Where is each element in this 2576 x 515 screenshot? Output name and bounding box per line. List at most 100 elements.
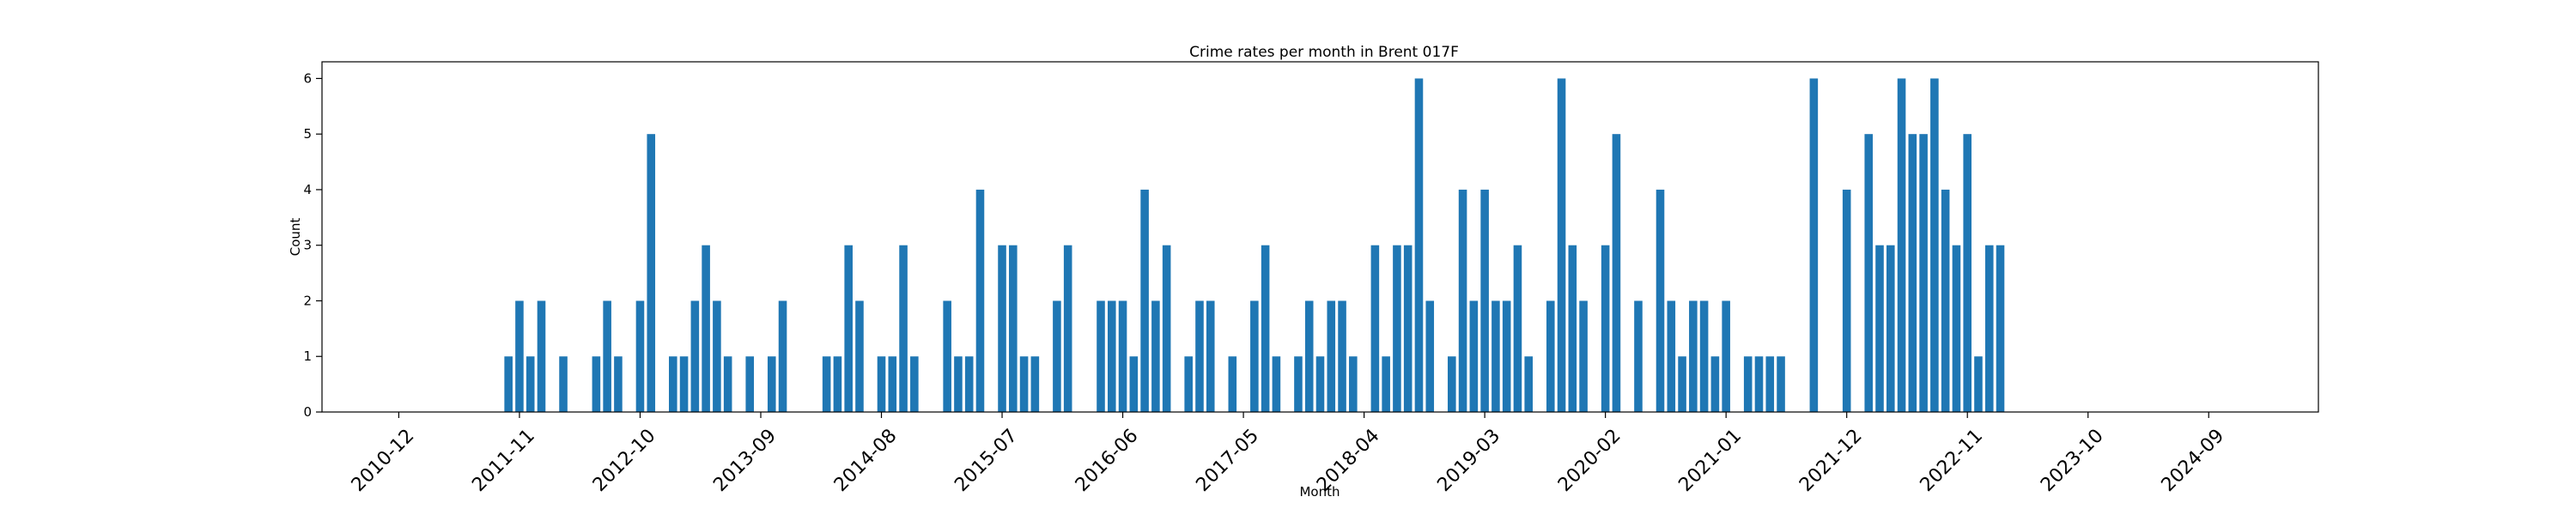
bar: [1184, 356, 1193, 412]
bar: [1327, 300, 1336, 412]
y-tick-label: 1: [303, 348, 312, 364]
x-tick-label: 2019-03: [1433, 425, 1504, 496]
x-tick-label: 2013-09: [709, 425, 781, 496]
bar: [1469, 300, 1479, 412]
bar: [1118, 300, 1127, 412]
bars-group: [504, 78, 2005, 413]
bar: [1656, 189, 1665, 412]
bar: [1743, 356, 1753, 412]
bar: [1250, 300, 1259, 412]
bar: [1722, 300, 1730, 412]
bar: [1754, 356, 1764, 412]
bar: [1941, 189, 1950, 412]
bar: [745, 356, 754, 412]
bar: [1984, 245, 1994, 412]
y-tick-label: 5: [303, 126, 312, 142]
bar: [1009, 245, 1018, 412]
bar: [1875, 245, 1884, 412]
x-tick-label: 2021-01: [1674, 425, 1746, 496]
plot-frame: [321, 61, 2319, 413]
x-tick-label: 2010-12: [348, 425, 419, 496]
bar: [1809, 78, 1819, 413]
bar: [1777, 356, 1785, 412]
bar: [713, 300, 721, 412]
bar: [954, 356, 963, 412]
bar: [1546, 300, 1555, 412]
bar: [877, 356, 886, 412]
bar: [767, 356, 776, 412]
x-axis: 2010-12 2011-11 2012-10 2013-09 2014-08 2015-…: [348, 412, 2229, 496]
bar: [844, 245, 853, 412]
bar: [1097, 300, 1105, 412]
bar: [964, 356, 974, 412]
bar: [1601, 245, 1610, 412]
x-tick-label: 2017-05: [1192, 425, 1263, 496]
bar: [702, 245, 710, 412]
bar: [1206, 300, 1215, 412]
bar: [1030, 356, 1040, 412]
bar: [1996, 245, 2005, 412]
bar: [647, 134, 656, 412]
bar: [1492, 300, 1500, 412]
bar: [1579, 300, 1588, 412]
bar: [1382, 356, 1390, 412]
bar: [1162, 245, 1171, 412]
x-tick-label: 2012-10: [589, 425, 660, 496]
bar: [1930, 78, 1939, 413]
bar: [1304, 300, 1314, 412]
bar: [1699, 300, 1709, 412]
bar: [592, 356, 601, 412]
bar: [1414, 78, 1424, 413]
x-tick-label: 2023-10: [2037, 425, 2108, 496]
bar: [1129, 356, 1139, 412]
bar: [1140, 189, 1149, 412]
bar: [614, 356, 623, 412]
bar: [669, 356, 677, 412]
y-tick-label: 0: [303, 404, 312, 420]
bar: [679, 356, 689, 412]
x-tick-label: 2016-06: [1072, 425, 1143, 496]
bar: [635, 300, 645, 412]
y-tick-label: 3: [303, 238, 312, 253]
bar: [888, 356, 897, 412]
bar: [1634, 300, 1643, 412]
bar: [1315, 356, 1325, 412]
bar: [899, 245, 908, 412]
bar: [1765, 356, 1775, 412]
bar: [1425, 300, 1435, 412]
bar: [1294, 356, 1303, 412]
bar: [526, 356, 535, 412]
bar: [1502, 300, 1511, 412]
bar: [1710, 356, 1720, 412]
bar: [1107, 300, 1116, 412]
bar: [559, 356, 568, 412]
bar: [855, 300, 864, 412]
bar: [1349, 356, 1358, 412]
x-tick-label: 2024-09: [2158, 425, 2229, 496]
bar: [998, 245, 1006, 412]
bar: [1952, 245, 1961, 412]
bar: [1458, 189, 1467, 412]
bar: [943, 300, 951, 412]
bar: [690, 300, 700, 412]
bar: [1480, 189, 1489, 412]
bar: [1667, 300, 1676, 412]
bar: [1974, 356, 1983, 412]
bar: [1338, 300, 1346, 412]
y-axis: 0 1 2 3 4 5 6: [303, 70, 322, 420]
bar: [910, 356, 919, 412]
x-tick-label: 2011-11: [468, 425, 539, 496]
bar: [1448, 356, 1456, 412]
y-tick-label: 4: [303, 182, 312, 197]
bar: [1963, 134, 1971, 412]
bar: [723, 356, 732, 412]
x-tick-label: 2014-08: [830, 425, 902, 496]
bar: [1053, 300, 1061, 412]
x-axis-title: Month: [1299, 484, 1340, 500]
bar: [1513, 245, 1522, 412]
y-axis-title: Count: [288, 218, 303, 257]
bar: [1908, 134, 1917, 412]
bar: [1393, 245, 1401, 412]
bar: [603, 300, 611, 412]
